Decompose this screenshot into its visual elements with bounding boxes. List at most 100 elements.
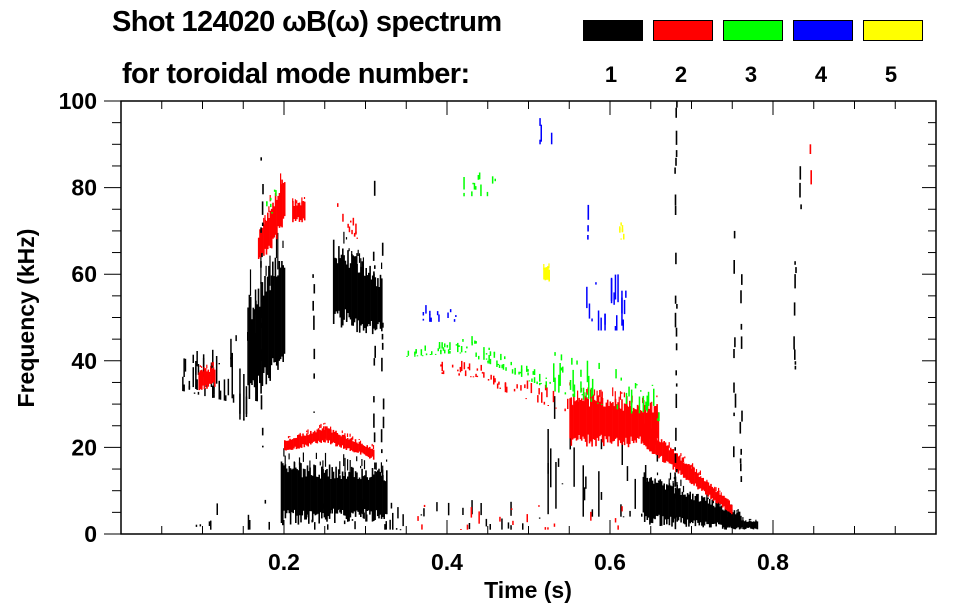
spectrogram-mark <box>255 300 257 401</box>
spectrogram-mark <box>539 118 541 126</box>
spectrogram-mark <box>284 440 286 451</box>
spectrogram-mark <box>373 358 376 366</box>
spectrogram-mark <box>425 305 427 314</box>
spectrogram-mark <box>441 372 443 374</box>
spectrogram-mark <box>646 477 649 520</box>
spectrogram-mark <box>587 235 589 240</box>
spectrogram-mark <box>261 222 264 226</box>
spectrogram-mark <box>461 366 463 371</box>
spectrogram-mark <box>261 349 263 361</box>
spectrogram-mark <box>752 521 755 530</box>
spectrogram-mark <box>303 197 306 199</box>
spectrogram-mark <box>702 477 704 490</box>
spectrogram-mark <box>579 400 582 440</box>
spectrogram-mark <box>576 360 578 365</box>
spectrogram-mark <box>614 518 617 523</box>
spectrogram-mark <box>581 394 583 396</box>
spectrogram-mark <box>494 178 496 182</box>
spectrogram-mark <box>649 402 651 416</box>
spectrogram-mark <box>660 439 663 456</box>
spectrogram-region-mode-1 <box>724 516 759 530</box>
spectrogram-mark <box>210 520 212 530</box>
spectrogram-mark <box>349 472 352 518</box>
spectrogram-mark <box>488 347 490 350</box>
spectrogram-mark <box>201 369 203 390</box>
spectrogram-mark <box>225 395 227 401</box>
spectrogram-mark <box>352 217 355 226</box>
spectrogram-mark <box>381 262 383 269</box>
spectrogram-mark <box>747 521 750 528</box>
spectrogram-mark <box>198 372 200 391</box>
spectrogram-region-mode-2 <box>337 203 358 239</box>
spectrogram-mark <box>188 380 191 390</box>
spectrogram-mark <box>314 465 317 516</box>
spectrogram-mark <box>564 392 567 395</box>
spectrogram-mark <box>552 390 555 403</box>
spectrogram-mark <box>536 381 538 385</box>
spectrogram-mark <box>363 446 366 455</box>
spectrogram-mark <box>371 468 374 522</box>
spectrogram-mark <box>742 517 744 521</box>
spectrogram-mark <box>690 499 693 523</box>
spectrogram-mark <box>591 318 593 322</box>
spectrogram-mark <box>734 337 736 348</box>
spectrogram-mark <box>331 467 333 514</box>
spectrogram-mark <box>197 364 200 375</box>
spectrogram-mark <box>731 509 733 527</box>
spectrogram-mark <box>343 231 345 244</box>
spectrogram-mark <box>675 150 678 157</box>
spectrogram-mark <box>271 212 273 214</box>
spectrogram-mark <box>283 465 285 511</box>
spectrogram-mark <box>569 380 572 390</box>
spectrogram-mark <box>203 368 206 390</box>
spectrogram-mark <box>609 401 612 443</box>
spectrogram-mark <box>675 252 677 265</box>
spectrogram-mark <box>598 362 600 369</box>
spectrogram-mark <box>249 269 252 296</box>
spectrogram-region-mode-3 <box>266 189 277 214</box>
spectrogram-mark <box>645 419 647 421</box>
spectrogram-mark <box>458 373 460 376</box>
spectrogram-mark <box>309 467 311 512</box>
spectrogram-mark <box>193 392 196 394</box>
spectrogram-mark <box>510 361 512 366</box>
spectrogram-mark <box>616 404 618 438</box>
spectrogram-mark <box>349 438 352 451</box>
spectrogram-mark <box>682 494 685 524</box>
spectrogram-mark <box>522 523 524 530</box>
spectrogram-mark <box>327 524 329 530</box>
spectrogram-mark <box>360 503 363 514</box>
spectrogram-mark <box>631 411 634 441</box>
spectrogram-mark <box>374 325 377 330</box>
spectrogram-mark <box>363 460 366 470</box>
spectrogram-mark <box>328 428 331 441</box>
spectrogram-mark <box>476 375 479 378</box>
spectrogram-mark <box>590 387 593 398</box>
spectrogram-mark <box>739 518 742 528</box>
spectrogram-mark <box>262 328 264 335</box>
spectrogram-mark <box>703 497 706 526</box>
spectrogram-mark <box>685 463 688 480</box>
spectrogram-mark <box>532 371 534 375</box>
spectrogram-mark <box>373 413 375 428</box>
spectrogram-mark <box>457 344 459 353</box>
spectrogram-mark <box>303 435 306 448</box>
spectrogram-mark <box>474 340 476 344</box>
spectrogram-mark <box>799 166 802 180</box>
spectrogram-mark <box>475 341 477 344</box>
spectrogram-mark <box>635 409 638 443</box>
spectrogram-mark <box>379 471 382 515</box>
spectrogram-region-mode-2 <box>642 417 733 515</box>
spectrogram-mark <box>524 384 526 389</box>
spectrogram-mark <box>674 295 677 304</box>
spectrogram-mark <box>587 398 589 435</box>
spectrogram-mark <box>677 488 680 521</box>
spectrogram-mark <box>373 287 376 293</box>
spectrogram-mark <box>591 509 594 517</box>
spectrogram-mark <box>676 304 678 309</box>
spectrogram-mark <box>406 355 408 357</box>
spectrogram-mark <box>293 205 295 219</box>
spectrogram-mark <box>478 357 480 360</box>
spectrogram-mark <box>697 493 699 523</box>
spectrogram-mark <box>282 240 284 248</box>
